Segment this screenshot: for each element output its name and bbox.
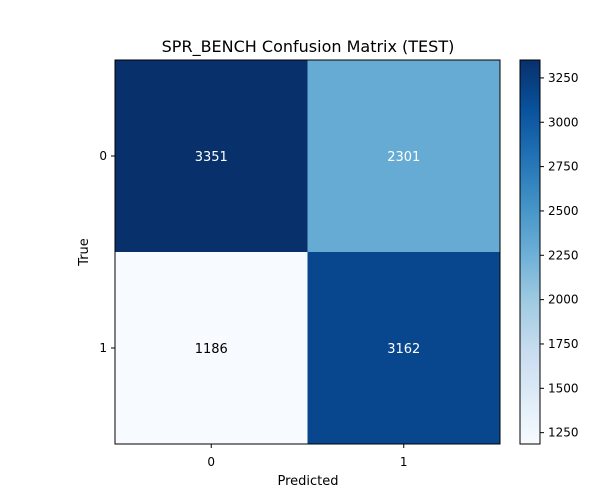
colorbar-tick-label-2: 1750 bbox=[548, 337, 579, 351]
colorbar-ticks: 1250 1500 1750 2000 2250 2500 2750 3000 3250 bbox=[540, 71, 579, 440]
plot-frame bbox=[114, 59, 501, 445]
colorbar-tick-label-1: 1500 bbox=[548, 381, 579, 395]
x-tick-label-1: 1 bbox=[400, 455, 408, 469]
x-axis-label: Predicted bbox=[277, 474, 338, 489]
cell-value-label-0-0: 3351 bbox=[195, 150, 228, 165]
x-tick-label-0: 0 bbox=[207, 455, 215, 469]
colorbar-tick-label-6: 2750 bbox=[548, 160, 579, 174]
colorbar-tick-label-8: 3250 bbox=[548, 71, 579, 85]
y-axis-label: True bbox=[77, 238, 92, 267]
cell-value-label-0-1: 2301 bbox=[387, 150, 420, 165]
heatmap-cell-labels: 3351 2301 1186 3162 bbox=[195, 150, 421, 357]
y-tick-label-1: 1 bbox=[99, 341, 107, 355]
colorbar-tick-label-4: 2250 bbox=[548, 248, 579, 262]
colorbar-tick-label-5: 2500 bbox=[548, 204, 579, 218]
y-tick-label-0: 0 bbox=[99, 149, 107, 163]
cell-value-label-1-0: 1186 bbox=[195, 342, 228, 357]
chart-title: SPR_BENCH Confusion Matrix (TEST) bbox=[162, 37, 455, 57]
heatmap-cell-1-1 bbox=[307, 252, 500, 444]
heatmap-cell-0-0 bbox=[115, 60, 308, 252]
colorbar-tick-label-0: 1250 bbox=[548, 426, 579, 440]
colorbar-tick-label-7: 3000 bbox=[548, 115, 579, 129]
heatmap-cell-0-1 bbox=[307, 60, 500, 252]
y-axis-ticks: 01 bbox=[99, 149, 115, 355]
heatmap-cells bbox=[115, 60, 500, 444]
heatmap-cell-1-0 bbox=[115, 252, 308, 444]
colorbar-tick-label-3: 2000 bbox=[548, 293, 579, 307]
colorbar bbox=[519, 59, 541, 445]
cell-value-label-1-1: 3162 bbox=[387, 342, 420, 357]
